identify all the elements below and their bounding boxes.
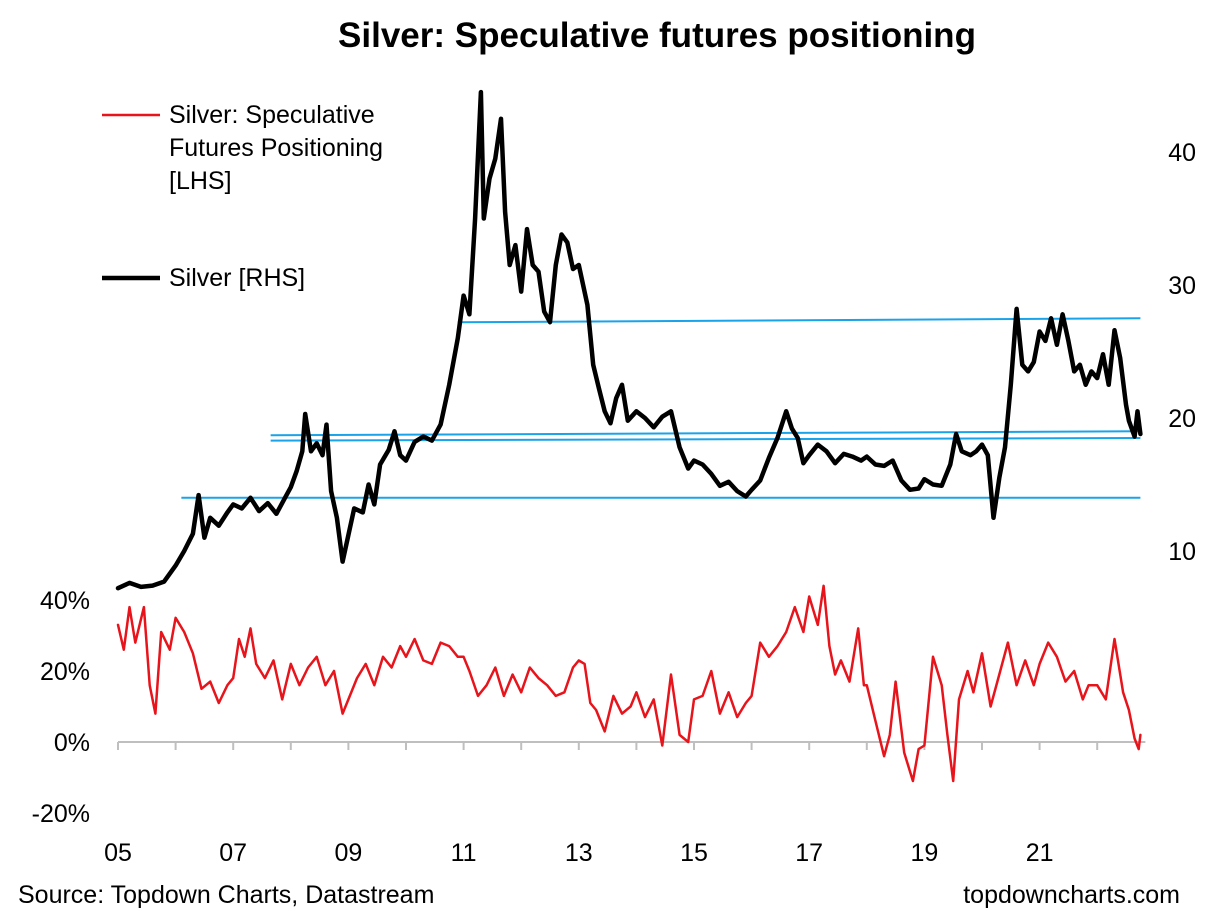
x-axis-tick-label: 19 xyxy=(910,839,938,867)
watermark: topdowncharts.com xyxy=(963,881,1180,909)
left-axis-tick-label: 0% xyxy=(54,729,90,757)
legend-label: Silver [RHS] xyxy=(169,264,305,292)
reference-lines xyxy=(181,317,1141,499)
x-axis-tick-label: 21 xyxy=(1026,839,1054,867)
reference-line xyxy=(457,317,1141,324)
right-axis-tick-label: 40 xyxy=(1168,139,1196,167)
left-axis-ticks: 40% 20% 0% -20% xyxy=(32,587,90,828)
reference-line xyxy=(270,436,1141,442)
x-axis-ticks: 05 07 09 11 13 15 17 19 21 xyxy=(104,839,1053,867)
chart-title: Silver: Speculative futures positioning xyxy=(338,16,976,55)
legend-label: Silver: Speculative Futures Positioning [L… xyxy=(169,101,383,195)
right-axis-tick-label: 30 xyxy=(1168,272,1196,300)
source-note: Source: Topdown Charts, Datastream xyxy=(18,881,434,909)
x-axis-tick-label: 11 xyxy=(451,839,477,867)
right-axis-tick-label: 20 xyxy=(1168,405,1196,433)
x-axis-tick-label: 13 xyxy=(565,839,593,867)
x-axis-tick-label: 15 xyxy=(680,839,708,867)
speculative-positioning-line xyxy=(116,584,1142,783)
legend: Silver: Speculative Futures Positioning [L… xyxy=(102,101,383,292)
silver-price-line xyxy=(115,89,1143,591)
left-axis-tick-label: 20% xyxy=(40,658,90,686)
x-axis-tick-label: 07 xyxy=(219,839,247,867)
reference-line xyxy=(270,430,1141,437)
x-axis-tick-label: 17 xyxy=(795,839,823,867)
x-axis-tick-label: 09 xyxy=(334,839,362,867)
x-axis-line-group xyxy=(117,741,1146,750)
right-axis-ticks: 40 30 20 10 xyxy=(1168,139,1196,566)
left-axis-tick-label: 40% xyxy=(40,587,90,615)
series-lines xyxy=(115,89,1143,783)
x-axis-tick-label: 05 xyxy=(104,839,132,867)
left-axis-tick-label: -20% xyxy=(32,800,90,828)
right-axis-tick-label: 10 xyxy=(1168,538,1196,566)
